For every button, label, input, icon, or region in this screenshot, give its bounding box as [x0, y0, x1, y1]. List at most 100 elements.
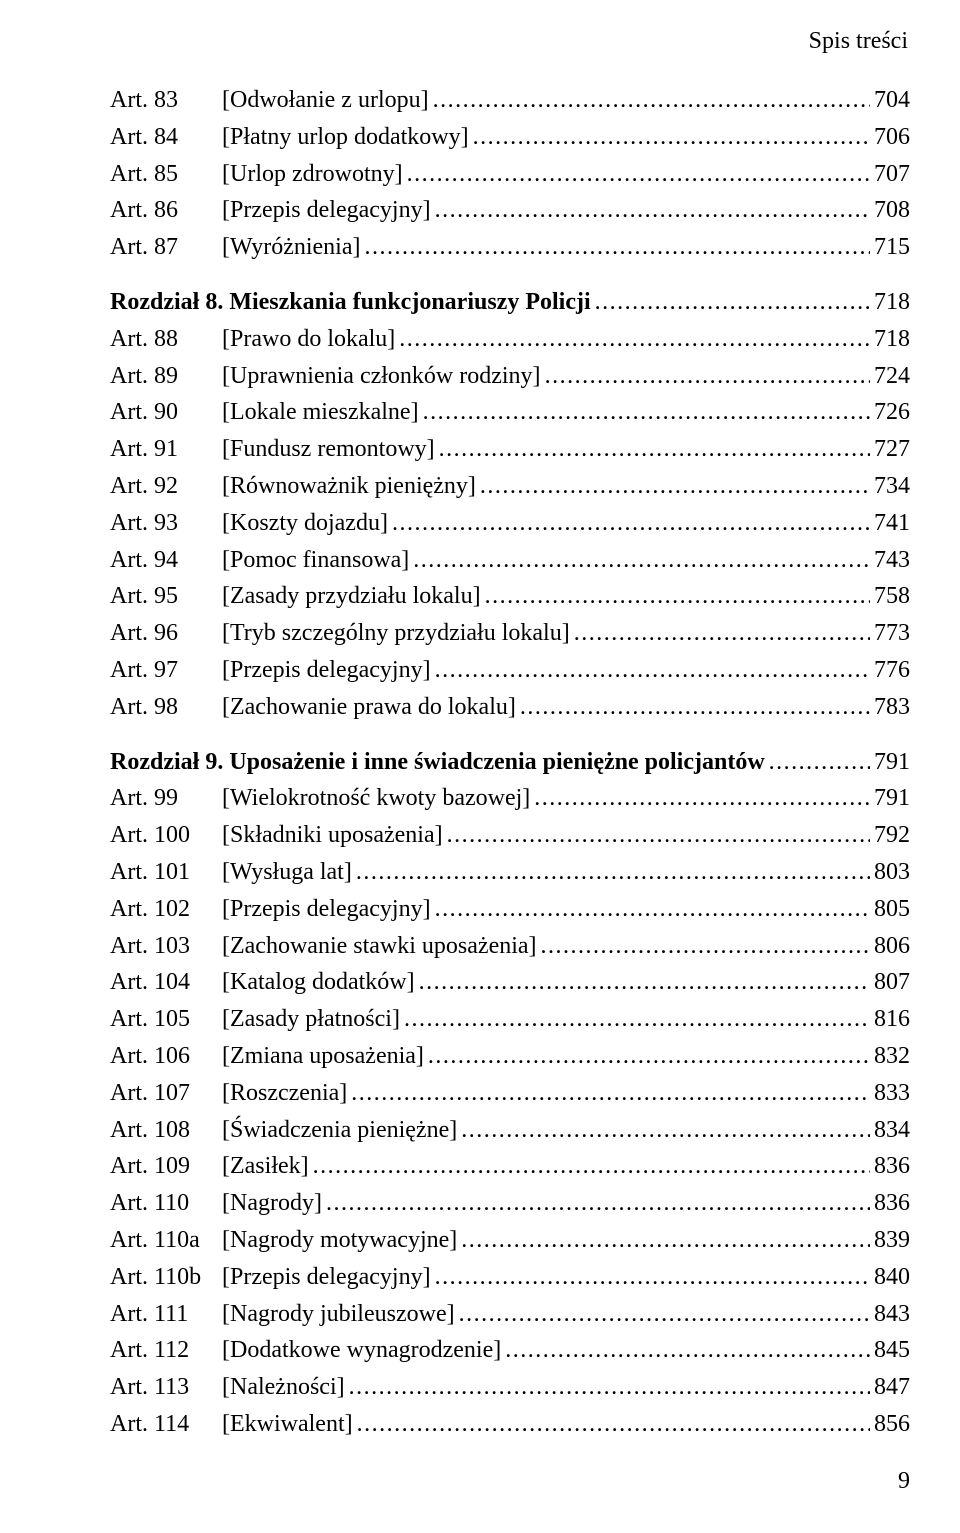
- toc-entry-title: [Przepis delegacyjny]: [222, 653, 431, 688]
- toc-entry: Art. 89[Uprawnienia członków rodziny]...…: [110, 359, 910, 394]
- toc-entry-title: [Odwołanie z urlopu]: [222, 83, 429, 118]
- toc-entry-page: 707: [870, 157, 910, 192]
- toc-entry-title: [Zachowanie stawki uposażenia]: [222, 929, 537, 964]
- toc-entry-art: Art. 88: [110, 322, 222, 357]
- toc-entry-title: [Płatny urlop dodatkowy]: [222, 120, 469, 155]
- toc-entry: Art. 110a[Nagrody motywacyjne]..........…: [110, 1223, 910, 1258]
- toc-entry-art: Art. 105: [110, 1002, 222, 1037]
- toc-entry-title: [Prawo do lokalu]: [222, 322, 395, 357]
- toc-entry-art: Art. 109: [110, 1149, 222, 1184]
- toc-entry-title: [Katalog dodatków]: [222, 965, 415, 1000]
- toc-entry-art: Art. 92: [110, 469, 222, 504]
- toc-entry-page: 743: [870, 543, 910, 578]
- toc-entry: Art. 110[Nagrody].......................…: [110, 1186, 910, 1221]
- page-number: 9: [898, 1468, 910, 1495]
- toc-leader: ........................................…: [322, 1186, 870, 1221]
- toc-entry-page: 726: [870, 395, 910, 430]
- toc-entry-page: 836: [870, 1149, 910, 1184]
- toc-entry-page: 806: [870, 929, 910, 964]
- toc-section-page: 791: [870, 745, 910, 780]
- toc-section-heading: Rozdział 8. Mieszkania funkcjonariuszy P…: [110, 285, 910, 320]
- toc-entry: Art. 86[Przepis delegacyjny]............…: [110, 193, 910, 228]
- toc-entry-page: 845: [870, 1333, 910, 1368]
- toc-entry-page: 792: [870, 818, 910, 853]
- toc-leader: ........................................…: [457, 1223, 870, 1258]
- toc-leader: ........................................…: [455, 1297, 870, 1332]
- toc-entry-art: Art. 113: [110, 1370, 222, 1405]
- toc-leader: ........................................…: [530, 781, 870, 816]
- toc-entry: Art. 91[Fundusz remontowy]..............…: [110, 432, 910, 467]
- toc-entry: Art. 109[Zasiłek].......................…: [110, 1149, 910, 1184]
- toc-entry-art: Art. 110b: [110, 1260, 222, 1295]
- toc-entry-art: Art. 87: [110, 230, 222, 265]
- toc-entry-art: Art. 106: [110, 1039, 222, 1074]
- toc-section-title: Rozdział 8. Mieszkania funkcjonariuszy P…: [110, 285, 591, 320]
- toc-entry-page: 718: [870, 322, 910, 357]
- toc-leader: ........................................…: [431, 193, 870, 228]
- toc-entry-title: [Zmiana uposażenia]: [222, 1039, 424, 1074]
- toc-entry-title: [Należności]: [222, 1370, 345, 1405]
- toc-entry-title: [Tryb szczególny przydziału lokalu]: [222, 616, 570, 651]
- toc-entry-title: [Wielokrotność kwoty bazowej]: [222, 781, 530, 816]
- toc-entry: Art. 90[Lokale mieszkalne]..............…: [110, 395, 910, 430]
- toc-entry-title: [Roszczenia]: [222, 1076, 347, 1111]
- toc-leader: ........................................…: [431, 1260, 870, 1295]
- toc-entry-art: Art. 103: [110, 929, 222, 964]
- toc-entry: Art. 87[Wyróżnienia]....................…: [110, 230, 910, 265]
- toc-entry-page: 706: [870, 120, 910, 155]
- toc-entry-title: [Koszty dojazdu]: [222, 506, 388, 541]
- toc-entry-page: 758: [870, 579, 910, 614]
- toc-entry-page: 843: [870, 1297, 910, 1332]
- toc-entry: Art. 106[Zmiana uposażenia].............…: [110, 1039, 910, 1074]
- toc-entry-art: Art. 93: [110, 506, 222, 541]
- toc-leader: ........................................…: [424, 1039, 870, 1074]
- toc-entry-page: 832: [870, 1039, 910, 1074]
- toc-entry-art: Art. 98: [110, 690, 222, 725]
- toc-entry: Art. 84[Płatny urlop dodatkowy].........…: [110, 120, 910, 155]
- toc-entry-title: [Urlop zdrowotny]: [222, 157, 403, 192]
- toc-entry-title: [Ekwiwalent]: [222, 1407, 353, 1442]
- toc-leader: ........................................…: [419, 395, 870, 430]
- toc-entry-art: Art. 83: [110, 83, 222, 118]
- toc-entry-art: Art. 94: [110, 543, 222, 578]
- toc-entry-title: [Wysługa lat]: [222, 855, 352, 890]
- toc-leader: ........................................…: [476, 469, 870, 504]
- toc-entry-title: [Wyróżnienia]: [222, 230, 360, 265]
- toc-entry-art: Art. 96: [110, 616, 222, 651]
- toc-entry-title: [Zasiłek]: [222, 1149, 309, 1184]
- toc-entry: Art. 101[Wysługa lat]...................…: [110, 855, 910, 890]
- toc-leader: ........................................…: [352, 855, 870, 890]
- toc-entry-art: Art. 104: [110, 965, 222, 1000]
- toc-entry: Art. 102[Przepis delegacyjny]...........…: [110, 892, 910, 927]
- toc-entry: Art. 103[Zachowanie stawki uposażenia]..…: [110, 929, 910, 964]
- toc-entry-title: [Świadczenia pieniężne]: [222, 1113, 457, 1148]
- toc-entry-art: Art. 85: [110, 157, 222, 192]
- toc-entry: Art. 112[Dodatkowe wynagrodzenie].......…: [110, 1333, 910, 1368]
- toc-leader: ........................................…: [345, 1370, 870, 1405]
- toc-entry-art: Art. 89: [110, 359, 222, 394]
- toc-leader: ........................................…: [501, 1333, 870, 1368]
- toc-entry: Art. 114[Ekwiwalent]....................…: [110, 1407, 910, 1442]
- toc-entry: Art. 111[Nagrody jubileuszowe]..........…: [110, 1297, 910, 1332]
- toc-entry-title: [Przepis delegacyjny]: [222, 892, 431, 927]
- toc-entry-art: Art. 84: [110, 120, 222, 155]
- toc-leader: ........................................…: [353, 1407, 870, 1442]
- toc-entry-page: 856: [870, 1407, 910, 1442]
- toc-entry: Art. 100[Składniki uposażenia]..........…: [110, 818, 910, 853]
- toc-entry-page: 816: [870, 1002, 910, 1037]
- toc-leader: ........................................…: [570, 616, 870, 651]
- toc-entry-art: Art. 108: [110, 1113, 222, 1148]
- toc-entry: Art. 98[Zachowanie prawa do lokalu].....…: [110, 690, 910, 725]
- toc-leader: ........................................…: [347, 1076, 870, 1111]
- toc-section-heading: Rozdział 9. Uposażenie i inne świadczeni…: [110, 745, 910, 780]
- toc-leader: ........................................…: [400, 1002, 870, 1037]
- toc-entry-title: [Lokale mieszkalne]: [222, 395, 419, 430]
- toc-entry-page: 776: [870, 653, 910, 688]
- toc-entry-title: [Składniki uposażenia]: [222, 818, 443, 853]
- toc-entry: Art. 104[Katalog dodatków]..............…: [110, 965, 910, 1000]
- toc-entry-art: Art. 111: [110, 1297, 222, 1332]
- toc-entry: Art. 95[Zasady przydziału lokalu].......…: [110, 579, 910, 614]
- toc-entry: Art. 85[Urlop zdrowotny]................…: [110, 157, 910, 192]
- toc-entry-art: Art. 102: [110, 892, 222, 927]
- toc-entry-page: 727: [870, 432, 910, 467]
